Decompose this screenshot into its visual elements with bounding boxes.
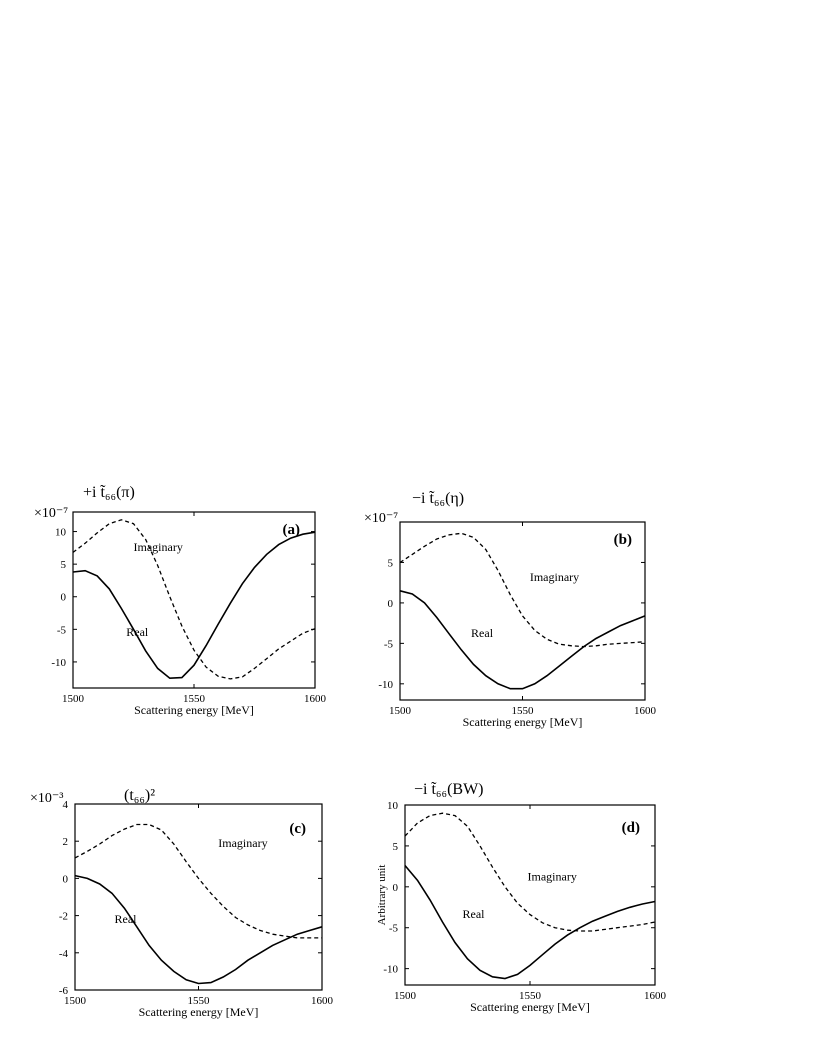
plot-frame [72,511,316,689]
y-tick-label: -10 [51,657,66,669]
y-tick-label: -5 [389,923,399,935]
panel-b: 1500 1550 1600 -10 -5 0 5 Imaginary Real (b) −i t̃… [364,490,657,729]
y-tick-label: -2 [59,911,68,923]
annotation-imaginary: Imaginary [528,869,577,883]
y-tick-label: 5 [388,557,394,569]
y-tick-label: -6 [59,985,69,997]
annotation-real: Real [463,907,486,921]
x-axis-label: Scattering energy [MeV] [139,1005,259,1019]
series-line-real [74,874,323,985]
x-tick-label: 1500 [62,693,85,705]
y-tick-label: 10 [55,527,67,539]
y-tick-label: -5 [384,638,394,650]
panel-title: −i t̃₆₆(η) [412,490,464,507]
panel-title: (t₆₆)² [124,787,155,804]
panel-label: (d) [622,820,640,836]
panel-label: (c) [289,821,306,837]
series-line-real [72,531,316,680]
annotation-real: Real [115,912,138,926]
annotation-imaginary: Imaginary [530,570,579,584]
panel-title: −i t̃₆₆(BW) [414,781,484,798]
series-line-imaginary [404,812,656,932]
y-tick-label: 2 [63,836,69,848]
x-tick-label: 1500 [394,990,417,1002]
y-tick-label: 10 [387,800,399,812]
panel-a: 1500 1550 1600 -10 -5 0 5 10 Imaginary Real (a) +i … [34,484,327,717]
plot-frame [404,804,656,986]
y-multiplier: ×10⁻³ [30,791,63,806]
x-axis-label: Scattering energy [MeV] [463,715,583,729]
annotation-imaginary: Imaginary [218,836,267,850]
panel-title: +i t̃₆₆(π) [83,484,135,501]
panel-d: 1500 1550 1600 -10 -5 0 5 10 Imaginary Real (d) −i … [376,781,667,1014]
panel-label: (b) [614,532,632,548]
series-line-imaginary [72,519,316,680]
x-tick-label: 1600 [304,693,327,705]
y-tick-label: 0 [63,873,69,885]
plot-frame [399,521,646,701]
y-tick-label: 0 [393,882,399,894]
annotation-imaginary: Imaginary [134,540,183,554]
x-tick-label: 1500 [64,995,87,1007]
x-tick-label: 1550 [512,705,535,717]
y-tick-label: 0 [388,598,394,610]
panel-label: (a) [283,522,301,538]
y-tick-label: 5 [393,841,399,853]
y-tick-label: 0 [61,592,67,604]
series-line-real [399,590,646,690]
x-tick-label: 1550 [188,995,211,1007]
y-multiplier: ×10⁻⁷ [34,506,68,521]
x-axis-label: Scattering energy [MeV] [134,703,254,717]
y-tick-label: -10 [378,679,393,691]
y-tick-label: -5 [57,624,67,636]
annotation-real: Real [126,625,149,639]
x-tick-label: 1600 [311,995,334,1007]
x-tick-label: 1500 [389,705,412,717]
series-line-imaginary [399,532,646,648]
x-tick-label: 1600 [634,705,657,717]
y-axis-label: Arbitrary unit [376,865,388,926]
x-tick-label: 1550 [183,693,206,705]
y-multiplier: ×10⁻⁷ [364,511,398,526]
panel-c: 1500 1550 1600 -6 -4 -2 0 2 4 Imaginary Real (c) (t₆… [30,787,334,1019]
series-line-imaginary [74,823,322,939]
x-axis-label: Scattering energy [MeV] [470,1000,590,1014]
plot-frame [74,803,323,991]
y-tick-label: 5 [61,559,67,571]
x-tick-label: 1600 [644,990,667,1002]
y-tick-label: -4 [59,948,69,960]
y-tick-label: 4 [63,799,69,811]
x-tick-label: 1550 [519,990,542,1002]
annotation-real: Real [471,626,494,640]
y-tick-label: -10 [383,964,398,976]
series-line-real [404,864,656,980]
